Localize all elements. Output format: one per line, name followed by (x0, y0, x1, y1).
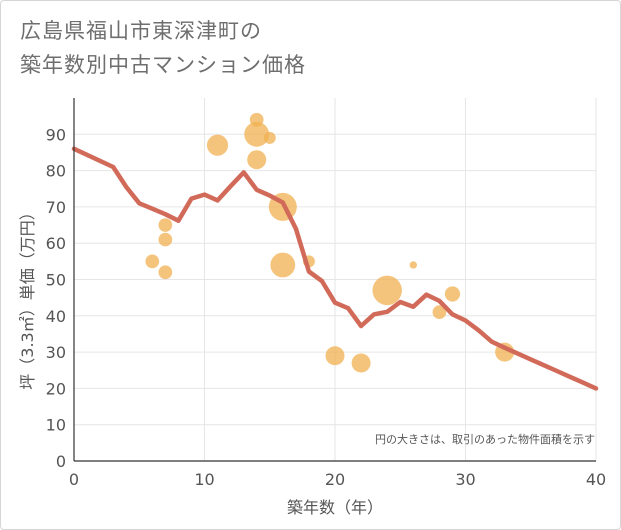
bubble-point (158, 218, 173, 232)
y-tick-label: 70 (46, 198, 66, 217)
axes: 0 10 20 30 40 50 60 70 80 90 0 10 20 30 40 (46, 98, 606, 489)
bubble-point (325, 346, 345, 366)
bubble-point (158, 232, 173, 247)
bubble-point (158, 265, 173, 280)
bubble-point (244, 121, 270, 147)
x-tick-label: 30 (455, 470, 475, 489)
grid-lines (74, 98, 597, 461)
y-tick-label: 60 (46, 234, 66, 253)
chart-title: 広島県福山市東深津町の 築年数別中古マンション価格 (20, 14, 306, 82)
x-tick-label: 0 (69, 470, 79, 489)
y-tick-label: 20 (46, 379, 66, 398)
bubble-point (444, 286, 461, 302)
x-tick-label: 20 (325, 470, 345, 489)
x-tick-label: 40 (586, 470, 606, 489)
bubble-point (432, 305, 447, 320)
y-axis-label: 坪（3.3㎡）単価（万円） (18, 204, 37, 389)
trend-line (71, 146, 599, 391)
bubble-point (270, 252, 296, 278)
y-tick-label: 90 (46, 125, 66, 144)
trend-line-layer (71, 146, 599, 391)
size-note: 円の大きさは、取引のあった物件面積を示す (375, 432, 595, 446)
y-tick-label: 40 (46, 307, 66, 326)
y-tick-label: 10 (46, 416, 66, 435)
bubble-point (206, 134, 229, 156)
x-axis-label: 築年数（年） (287, 498, 383, 517)
bubble-point (409, 261, 417, 269)
bubble-point (263, 131, 276, 144)
y-tick-label: 80 (46, 162, 66, 181)
y-tick-label: 50 (46, 271, 66, 290)
bubble-point (351, 353, 371, 373)
bubble-point (145, 254, 160, 269)
chart-title-line-2: 築年数別中古マンション価格 (20, 53, 306, 77)
x-tick-label: 10 (194, 470, 214, 489)
chart-title-line-1: 広島県福山市東深津町の (20, 19, 262, 43)
y-tick-label: 0 (56, 452, 66, 471)
y-tick-label: 30 (46, 343, 66, 362)
bubble-point (247, 150, 267, 170)
bubble-point (372, 275, 402, 306)
